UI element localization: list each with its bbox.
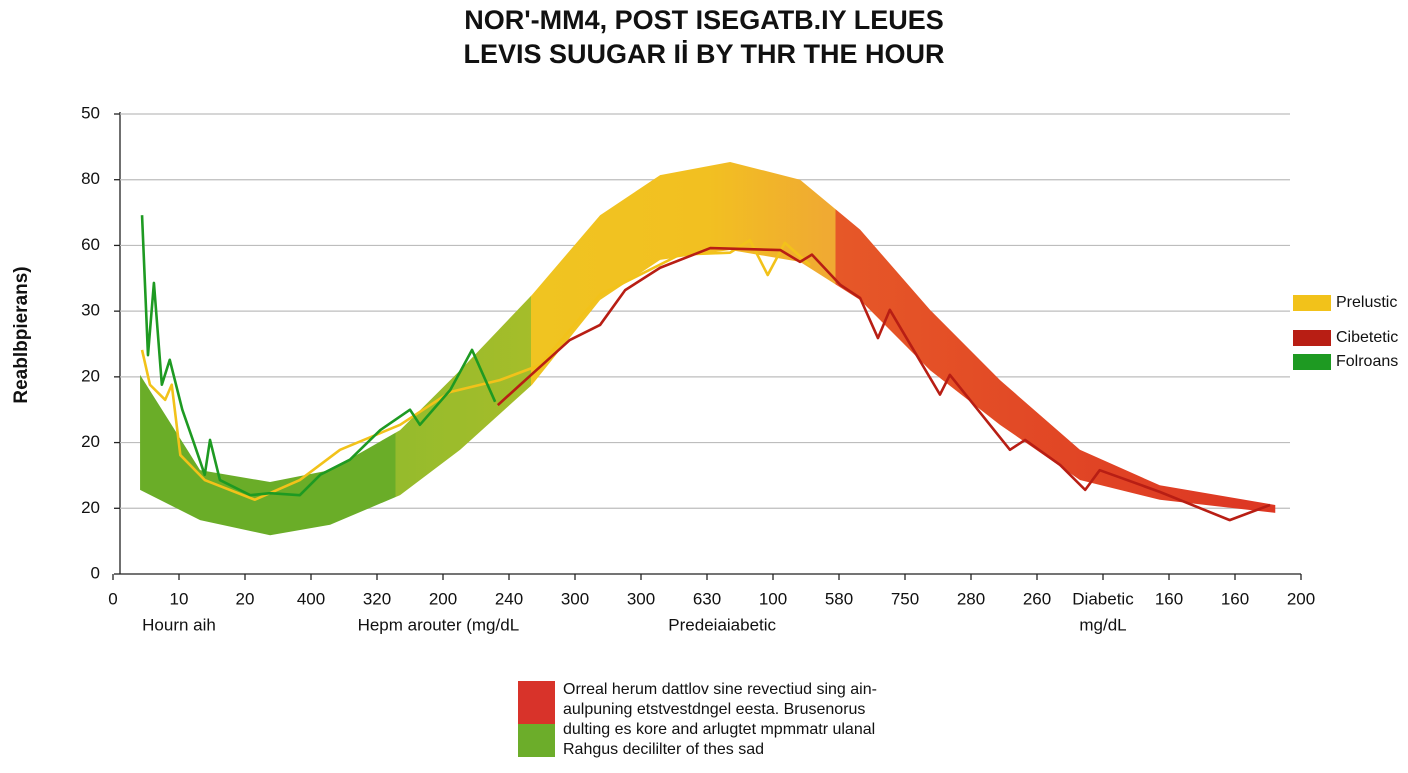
x-tick-label: 300 — [627, 589, 655, 608]
x-tick-label: 0 — [108, 589, 117, 608]
y-axis-label: Reablbpierans) — [11, 266, 32, 403]
x-tick-label: 240 — [495, 589, 523, 608]
x-tick-label: 320 — [363, 589, 391, 608]
x-tick-label: Diabetic — [1072, 589, 1134, 608]
note-text: Orreal herum dattlov sine revectiud sing… — [563, 681, 877, 698]
note-text: Rahgus decililter of thes sad — [563, 741, 764, 758]
y-tick-label: 20 — [81, 366, 100, 385]
x-tick-label: 160 — [1221, 589, 1249, 608]
x-annotation: Hepm arouter (mg/dL — [358, 615, 520, 634]
data-line — [140, 215, 497, 497]
note-swatch — [518, 724, 555, 757]
y-tick-label: 80 — [81, 169, 100, 188]
x-tick-label: 300 — [561, 589, 589, 608]
chart-title: NOR'-MM4, POST ISEGATB.IY LEUES — [464, 5, 943, 35]
data-line — [140, 238, 811, 502]
x-tick-label: 200 — [1287, 589, 1315, 608]
x-tick-label: 10 — [170, 589, 189, 608]
legend-label: Folroans — [1336, 353, 1398, 370]
x-tick-label: 200 — [429, 589, 457, 608]
x-tick-label: 400 — [297, 589, 325, 608]
y-tick-label: 20 — [81, 498, 100, 517]
legend-label: Prelustic — [1336, 294, 1397, 311]
x-tick-label: 750 — [891, 589, 919, 608]
data-line — [496, 246, 1271, 522]
note-text: dulting es kore and arlugtet mpmmatr ula… — [563, 721, 875, 738]
y-tick-label: 20 — [81, 432, 100, 451]
chart-title: LEVIS SUUGAR Iİ BY THR THE HOUR — [463, 39, 944, 69]
x-annotation: Predeiaiabetic — [668, 615, 776, 634]
x-tick-label: 160 — [1155, 589, 1183, 608]
x-tick-label: 100 — [759, 589, 787, 608]
x-tick-label: 630 — [693, 589, 721, 608]
y-tick-label: 0 — [91, 563, 100, 582]
x-annotation: mg/dL — [1079, 615, 1126, 634]
y-tick-label: 50 — [81, 103, 100, 122]
y-tick-label: 60 — [81, 235, 100, 254]
legend-label: Cibetetic — [1336, 329, 1398, 346]
legend-swatch — [1293, 295, 1331, 311]
legend-swatch — [1293, 330, 1331, 346]
note-swatch — [518, 681, 555, 724]
range-band — [140, 161, 1276, 536]
x-tick-label: 580 — [825, 589, 853, 608]
x-tick-label: 280 — [957, 589, 985, 608]
y-tick-label: 30 — [81, 301, 100, 320]
legend-swatch — [1293, 354, 1331, 370]
note-text: aulpuning etstvestdngel eesta. Brusenoru… — [563, 701, 865, 718]
x-annotation: Hourn aih — [142, 615, 216, 634]
x-tick-label: 260 — [1023, 589, 1051, 608]
x-tick-label: 20 — [236, 589, 255, 608]
